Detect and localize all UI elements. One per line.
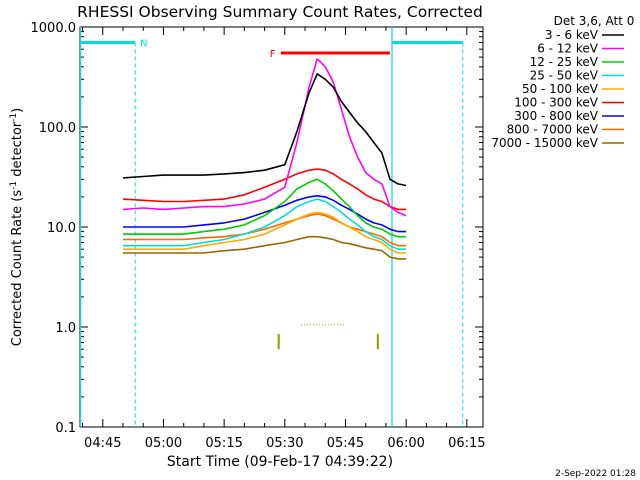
y-axis-label-sup2: -1 [9,113,19,122]
chart-title: RHESSI Observing Summary Count Rates, Co… [77,3,483,21]
series-line [122,73,407,187]
x-tick-label: 05:00 [145,436,182,451]
legend-label: 25 - 50 keV [530,69,599,83]
y-axis-label-main: Corrected Count Rate (s [10,190,25,347]
y-tick-label: 1000.0 [31,21,77,36]
y-axis: 0.1 1.0 10.0 100.0 1000.0 [31,21,483,436]
x-tick-label: 05:45 [327,436,364,451]
series-group [122,58,407,260]
y-tick-label: 100.0 [39,121,76,136]
legend-label: 800 - 7000 keV [507,123,599,137]
series-line [123,178,407,238]
plot-area: 0.1 1.0 10.0 100.0 1000.0 04:45 05:00 05:15 05:… [31,21,486,451]
legend-label: 300 - 800 keV [514,109,598,123]
legend-label: 100 - 300 keV [514,96,598,110]
y-axis-label: Corrected Count Rate (s-1 detector-1) [9,108,25,346]
series-line [123,235,407,260]
series-line [123,213,407,247]
x-axis: 04:45 05:00 05:15 05:30 05:45 06:00 06:15 [82,27,486,451]
legend-label: 3 - 6 keV [545,28,599,42]
night-label: N [140,38,147,49]
legend-title: Det 3,6, Att 0 [554,14,635,28]
y-axis-label-end: ) [10,108,25,113]
x-tick-label: 04:45 [84,436,121,451]
flare-label: F [270,49,276,60]
y-tick-label: 0.1 [55,421,76,436]
series-line [123,195,407,233]
series-line [122,58,407,217]
legend-label: 12 - 25 keV [530,55,599,69]
x-tick-label: 05:30 [266,436,303,451]
y-tick-label: 10.0 [47,221,76,236]
series-line [122,168,407,211]
x-tick-label: 05:15 [205,436,242,451]
series-line [123,198,407,250]
legend-label: 6 - 12 keV [537,42,599,56]
y-axis-label-sup1: -1 [9,181,19,190]
y-tick-label: 1.0 [55,321,76,336]
legend-label: 50 - 100 keV [522,82,599,96]
legend-label: 7000 - 15000 keV [491,136,598,150]
y-axis-label-mid: detector [10,121,25,181]
footer-date: 2-Sep-2022 01:28 [555,469,636,479]
x-tick-label: 06:15 [448,436,485,451]
x-tick-label: 06:00 [387,436,424,451]
series-line [123,211,407,254]
x-axis-label: Start Time (09-Feb-17 04:39:22) [167,454,393,470]
